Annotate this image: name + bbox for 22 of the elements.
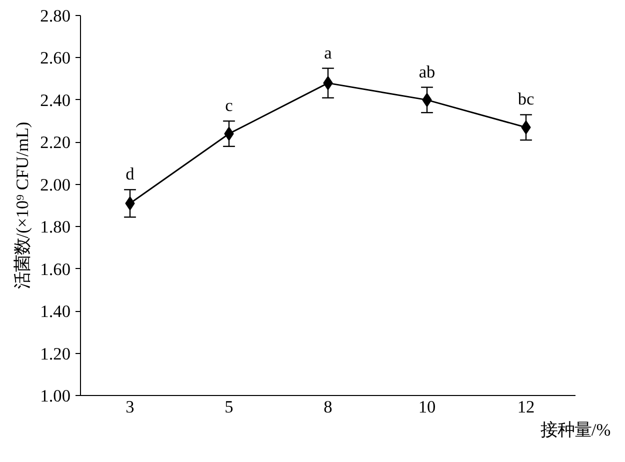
y-tick-label: 2.60 (40, 48, 71, 68)
y-tick-label: 1.40 (40, 302, 71, 322)
y-tick-label: 2.40 (40, 90, 71, 110)
y-tick-label: 2.00 (40, 175, 71, 194)
y-tick-label: 1.80 (40, 218, 71, 237)
y-tick-label: 2.80 (40, 6, 71, 26)
annotation: a (324, 43, 332, 62)
y-tick-label: 1.00 (40, 386, 71, 406)
y-axis-title: 活菌数/(×10⁹ CFU/mL) (13, 122, 32, 290)
x-axis-title: 接种量/% (540, 420, 611, 440)
annotation: d (126, 164, 135, 184)
annotation: bc (518, 90, 534, 109)
x-tick-label: 3 (126, 398, 134, 416)
x-tick-label: 10 (418, 398, 436, 416)
annotation: ab (418, 62, 436, 82)
y-tick-label: 1.60 (40, 260, 71, 279)
annotation: c (225, 96, 234, 116)
y-tick-label: 1.20 (40, 344, 71, 364)
y-tick-label: 2.20 (40, 133, 71, 152)
x-tick-label: 5 (224, 398, 234, 416)
x-tick-label: 8 (324, 398, 332, 416)
x-tick-label: 12 (517, 398, 535, 416)
